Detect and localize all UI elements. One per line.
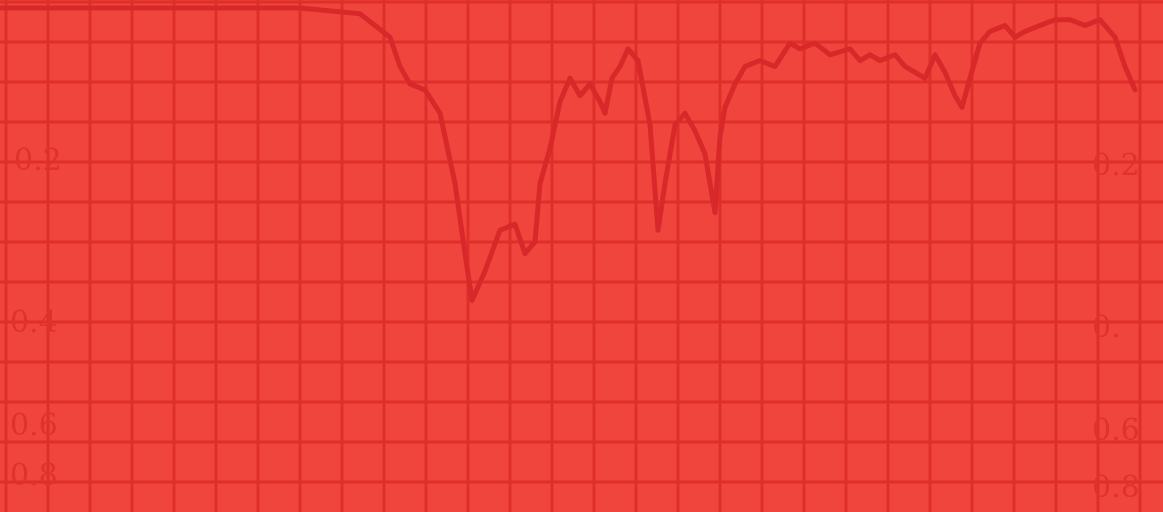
y-tick-right: 0.8	[1092, 470, 1140, 505]
y-tick-right: 0.	[1092, 310, 1121, 345]
y-tick-right: 0.6	[1092, 413, 1140, 448]
trace-layer	[0, 5, 1138, 303]
y-ticks-left: 0.2 0.4 0.6 0.8	[10, 143, 62, 493]
y-tick-right: 0.2	[1092, 148, 1140, 183]
y-tick-left: 0.2	[14, 143, 62, 178]
y-ticks-right: 0.2 0. 0.6 0.8	[1092, 148, 1140, 505]
y-tick-left: 0.6	[10, 408, 58, 443]
y-tick-left: 0.8	[10, 458, 58, 493]
series-line	[0, 5, 1138, 303]
y-tick-left: 0.4	[10, 305, 58, 340]
